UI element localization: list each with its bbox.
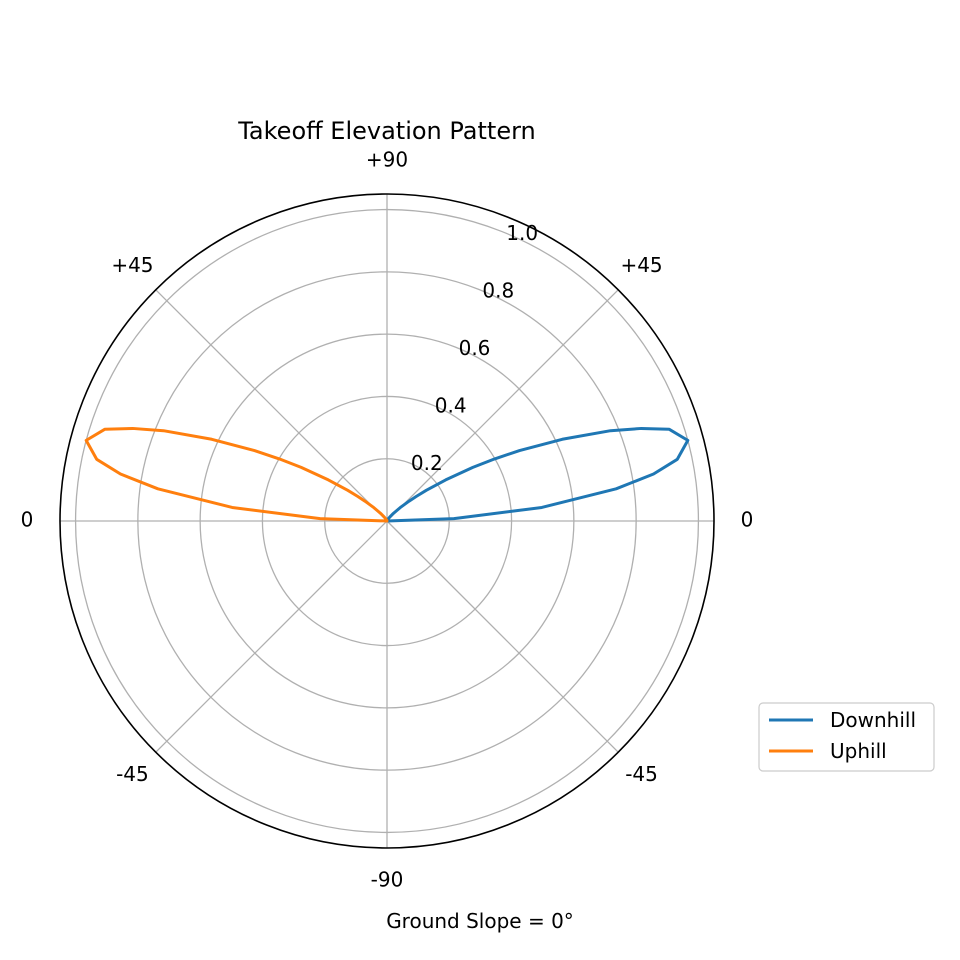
angular-tick-label: 0 (741, 508, 754, 532)
angular-tick-label: -45 (625, 762, 658, 786)
angular-gridline-1 (386, 289, 619, 522)
angular-tick-label: 0 (21, 508, 34, 532)
angular-gridline-7 (386, 520, 619, 753)
angular-gridline-3 (155, 289, 388, 522)
radial-tick-label: 0.6 (459, 336, 491, 360)
legend-label-uphill: Uphill (830, 739, 887, 763)
series-line-uphill (84, 426, 389, 523)
radial-tick-label: 1.0 (506, 221, 538, 245)
radial-tick-label: 0.2 (411, 451, 443, 475)
series-line-downhill (385, 426, 690, 523)
series-lines (84, 426, 690, 523)
radial-tick-label: 0.8 (482, 278, 514, 302)
angular-tick-label: -90 (371, 868, 404, 892)
radial-tick-labels: 0.2 0.4 0.6 0.8 1.0 (411, 221, 538, 475)
chart-title: Takeoff Elevation Pattern (237, 117, 536, 145)
angular-tick-labels: 0 +45 +90 +45 0 -45 -90 -45 (21, 148, 754, 892)
polar-grid (60, 194, 714, 848)
angular-tick-label: +45 (620, 253, 662, 277)
x-axis-label: Ground Slope = 0° (386, 909, 574, 933)
angular-tick-label: +45 (111, 253, 153, 277)
legend-label-downhill: Downhill (830, 708, 916, 732)
angular-tick-label: -45 (116, 762, 149, 786)
angular-tick-label: +90 (366, 148, 408, 172)
angular-gridline-5 (155, 520, 388, 753)
legend: Downhill Uphill (758, 702, 935, 772)
polar-frame (59, 193, 715, 849)
radial-tick-label: 0.4 (435, 393, 467, 417)
